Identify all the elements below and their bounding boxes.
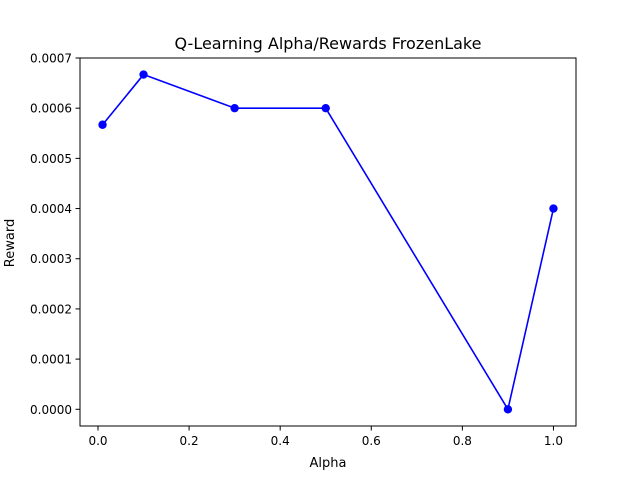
x-tick-label: 0.2 (180, 434, 199, 448)
y-tick-label: 0.0005 (30, 152, 72, 166)
x-axis-label: Alpha (310, 456, 347, 471)
x-tick-label: 1.0 (544, 434, 563, 448)
y-tick-label: 0.0006 (30, 102, 72, 116)
data-point (98, 120, 107, 129)
x-tick-label: 0.4 (271, 434, 290, 448)
data-point (139, 70, 148, 79)
data-point (230, 103, 239, 113)
data-point (549, 204, 558, 213)
y-tick-label: 0.0001 (30, 353, 72, 367)
y-axis-label: Reward (3, 219, 18, 267)
data-point (503, 405, 513, 414)
plot-area-frame (79, 57, 577, 427)
y-tick-label: 0.0002 (30, 302, 72, 316)
y-tick-label: 0.0004 (30, 202, 72, 216)
data-point (321, 103, 330, 113)
y-tick-label: 0.0000 (30, 403, 72, 417)
x-tick-label: 0.8 (453, 434, 472, 448)
x-tick-label: 0.6 (362, 434, 381, 448)
series-line (101, 73, 555, 411)
chart-title: Q-Learning Alpha/Rewards FrozenLake (175, 34, 482, 53)
y-tick-label: 0.0007 (30, 52, 72, 66)
y-tick-label: 0.0003 (30, 252, 72, 266)
x-tick-label: 0.0 (88, 434, 107, 448)
